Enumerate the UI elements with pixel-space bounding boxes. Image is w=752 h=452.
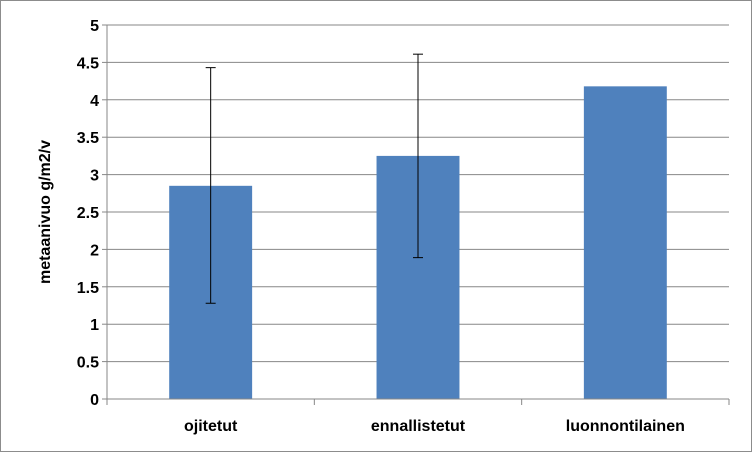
y-tick-label: 3.5 [77, 130, 99, 147]
y-tick-label: 4.5 [77, 55, 99, 72]
y-tick-label: 1 [90, 317, 99, 334]
y-tick-label: 1.5 [77, 280, 99, 297]
x-tick-label-ojitetut: ojitetut [184, 418, 238, 435]
error-bars [205, 53, 423, 304]
y-tick-labels: 0 0.5 1 1.5 2 2.5 3 3.5 4 4.5 5 [77, 18, 99, 409]
axes [102, 24, 730, 405]
y-tick-label: 2.5 [77, 205, 99, 222]
y-tick-label: 0.5 [77, 355, 99, 372]
x-tick-label-luonnontilainen: luonnontilainen [566, 418, 685, 435]
y-tick-label: 4 [90, 93, 99, 110]
x-tick-labels: ojitetut ennallistetut luonnontilainen [184, 418, 685, 435]
x-tick-label-ennallistetut: ennallistetut [371, 418, 466, 435]
bar-luonnontilainen [583, 86, 667, 399]
y-tick-label: 5 [90, 18, 99, 35]
y-tick-label: 3 [90, 168, 99, 185]
y-tick-label: 0 [90, 392, 99, 409]
y-tick-label: 2 [90, 242, 99, 259]
y-axis-title: metaanivuo g/m2/v [37, 140, 54, 284]
